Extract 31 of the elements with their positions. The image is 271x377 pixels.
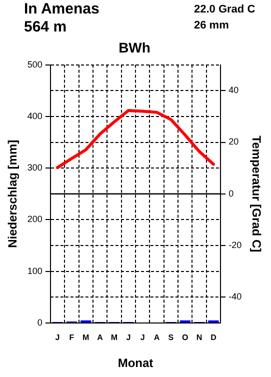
x-tick-label: J [126, 333, 131, 342]
x-tick-label: D [210, 333, 217, 342]
text: 26 mm [194, 20, 230, 32]
y-tick-label: 300 [27, 162, 42, 173]
x-axis-title: Monat [118, 356, 154, 370]
x-tick-label: F [69, 333, 74, 342]
x-tick-label: J [55, 333, 60, 342]
text: 22.0 Grad C [194, 4, 256, 16]
y-tick-label: 500 [27, 59, 42, 70]
x-tick-label: A [97, 333, 104, 342]
y-tick-label: 200 [27, 214, 42, 224]
x-tick-label: M [82, 333, 90, 342]
x-tick-label: S [168, 333, 174, 342]
y2-axis-title: Temperatur [Grad C] [249, 136, 264, 252]
x-tick-label: N [196, 333, 202, 342]
x-tick-label: A [154, 333, 160, 342]
y2-tick-label: 40 [228, 85, 239, 96]
x-tick-label: O [182, 333, 188, 342]
x-tick-label: J [140, 333, 145, 342]
text: 564 m [24, 18, 67, 36]
chart-title: BWh [118, 39, 150, 56]
y-tick-label: 0 [37, 317, 42, 328]
y2-tick-label: -40 [228, 292, 242, 302]
text: In Amenas [24, 0, 100, 18]
y2-tick-label: 20 [228, 136, 239, 147]
y-tick-label: 100 [27, 266, 42, 276]
y2-tick-label: -20 [228, 240, 242, 250]
x-tick-label: M [110, 333, 118, 342]
y2-tick-label: 0 [228, 188, 234, 198]
y-axis-title: Niederschlag [mm] [6, 140, 20, 248]
y-tick-label: 400 [27, 110, 42, 121]
